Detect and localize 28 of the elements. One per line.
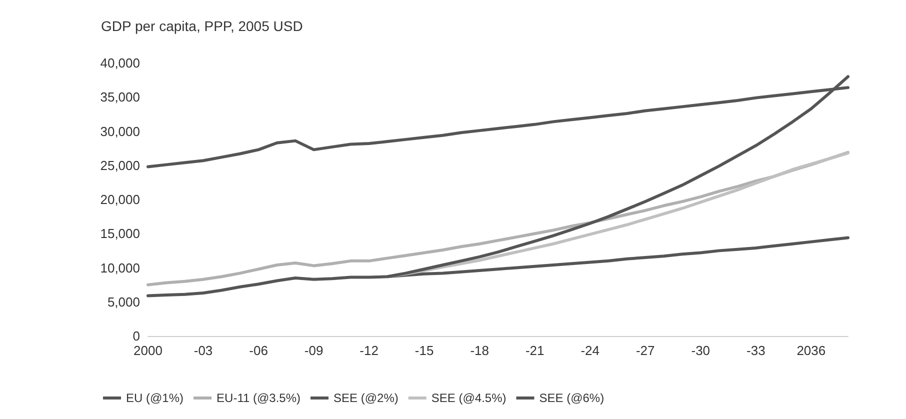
x-tick-label: -33: [746, 343, 766, 358]
y-tick-label: 0: [132, 328, 140, 344]
x-tick-label: -24: [580, 343, 600, 358]
x-tick-label: -03: [194, 343, 213, 358]
x-tick-label: -06: [249, 343, 268, 358]
y-tick-label: 15,000: [100, 226, 140, 242]
x-tick-label: -30: [691, 343, 710, 358]
y-tick-label: 30,000: [100, 124, 140, 139]
y-tick-label: 35,000: [100, 90, 140, 105]
x-tick-label: -18: [470, 343, 489, 358]
legend-label: SEE (@2%): [334, 391, 398, 405]
x-tick-label: -21: [525, 343, 544, 358]
legend-label: SEE (@4.5%): [431, 391, 506, 405]
y-tick-label: 5,000: [107, 294, 140, 310]
y-tick-label: 25,000: [100, 158, 140, 173]
x-tick-label: 2000: [134, 343, 162, 358]
y-tick-label: 20,000: [100, 192, 140, 207]
x-tick-label: -12: [360, 343, 378, 358]
x-tick-label: -09: [304, 343, 324, 358]
chart-title: GDP per capita, PPP, 2005 USD: [101, 18, 303, 34]
y-tick-label: 40,000: [100, 56, 140, 70]
legend-label: EU-11 (@3.5%): [216, 391, 301, 405]
legend-label: SEE (@6%): [539, 391, 604, 405]
x-tick-label: -27: [636, 343, 655, 358]
y-tick-label: 10,000: [100, 260, 140, 276]
x-tick-label: 2036: [796, 343, 826, 358]
x-tick-label: -15: [414, 343, 434, 358]
legend-label: EU (@1%): [126, 391, 184, 405]
